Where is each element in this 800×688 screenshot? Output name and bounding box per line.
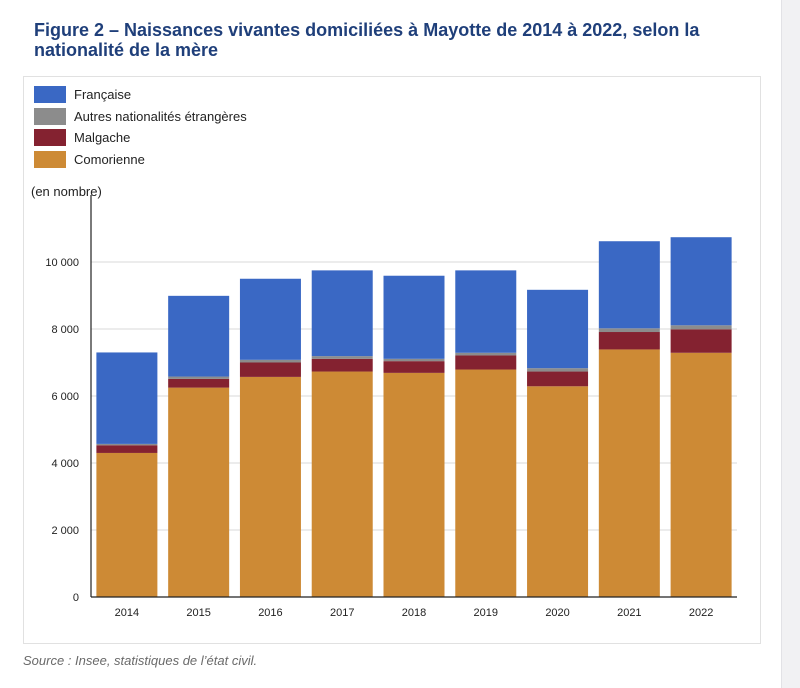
bar-segment [599,349,660,597]
x-tick-label: 2021 [617,607,641,619]
y-tick-label: 0 [73,592,79,604]
bar-segment [455,270,516,352]
bar-segment [527,386,588,597]
bar-segment [455,355,516,369]
x-tick-label: 2022 [689,607,713,619]
y-tick-label: 6 000 [51,391,79,403]
bar-segment [240,279,301,360]
figure-title: Figure 2 – Naissances vivantes domicilié… [34,20,734,60]
bar-segment [384,359,445,361]
x-tick-label: 2017 [330,607,354,619]
bar-segment [240,360,301,363]
bar-segment [671,325,732,329]
source-note: Source : Insee, statistiques de l’état c… [23,653,257,668]
bar-segment [96,445,157,453]
y-tick-label: 2 000 [51,525,79,537]
bar-segment [527,372,588,387]
bar-segment [312,270,373,356]
bar-segment [168,296,229,377]
bar-segment [96,352,157,443]
bar-segment [671,329,732,352]
bar-segment [240,377,301,597]
y-tick-label: 8 000 [51,324,79,336]
x-tick-label: 2020 [545,607,569,619]
bar-segment [96,453,157,597]
bar-segment [96,444,157,445]
y-tick-label: 4 000 [51,458,79,470]
bar-chart: 0 2 000 4 000 6 000 8 000 10 000 2014 2015 2016 2… [24,77,760,643]
x-tick-label: 2014 [115,607,139,619]
x-tick-label: 2019 [474,607,498,619]
bar-segment [599,328,660,332]
bar-segment [527,368,588,371]
bar-segment [599,332,660,349]
bar-segment [384,276,445,359]
y-tick-label: 10 000 [45,257,79,269]
x-tick-label: 2015 [186,607,210,619]
bar-segment [312,356,373,359]
bar-segment [240,363,301,377]
bar-segment [168,388,229,597]
bar-segment [455,370,516,597]
bar-segment [455,353,516,356]
x-tick-label: 2018 [402,607,426,619]
x-tick-label: 2016 [258,607,282,619]
bar-segment [312,359,373,372]
bar-segment [312,372,373,597]
bar-segment [384,373,445,597]
chart-card: Française Autres nationalités étrangères… [23,76,761,644]
bar-segment [671,353,732,597]
bar-segment [671,237,732,325]
bar-segment [168,377,229,379]
bar-segment [599,241,660,328]
bar-segment [168,379,229,388]
page: Figure 2 – Naissances vivantes domicilié… [0,0,782,688]
bar-segment [384,361,445,373]
bar-segment [527,290,588,368]
page-scrollbar[interactable] [781,0,800,688]
